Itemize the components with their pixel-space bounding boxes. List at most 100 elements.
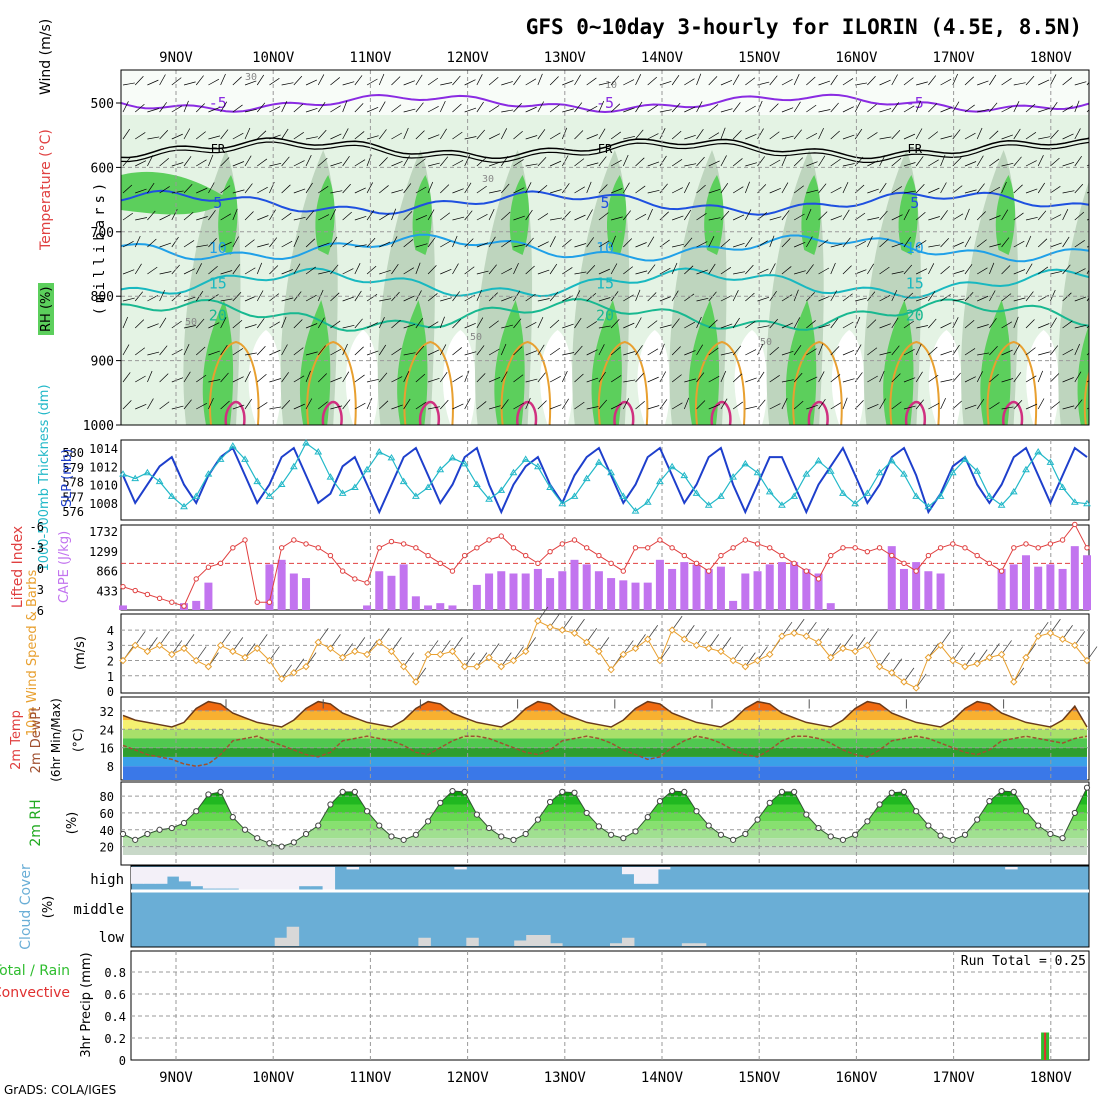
rh2m-point — [681, 788, 688, 795]
wind-barb — [1001, 378, 1014, 383]
wind-barb — [769, 403, 781, 410]
wind-barb — [1062, 209, 1069, 221]
wind-barb — [391, 376, 403, 383]
wind-barb — [464, 136, 477, 140]
wind-barb — [1001, 237, 1010, 248]
wind-barb — [830, 374, 841, 383]
wind-barb — [171, 320, 182, 329]
thickness-point — [802, 470, 811, 477]
wind-barb — [379, 213, 390, 221]
wind-barb — [1038, 136, 1051, 140]
wind-barb — [1062, 264, 1071, 275]
wind-barb — [696, 184, 706, 194]
wind10m-barb — [903, 667, 915, 683]
wind-barb — [598, 240, 610, 248]
wind-barb — [1074, 81, 1087, 86]
rh2m-point — [986, 798, 993, 805]
wind-barb — [854, 316, 861, 329]
wind-barb — [183, 399, 192, 410]
wind-barb — [879, 238, 889, 248]
wind-barb — [964, 208, 970, 221]
wind-barb — [952, 270, 965, 275]
wind-barb — [842, 293, 853, 302]
wind-barb — [635, 129, 644, 140]
wind10m-point — [314, 638, 322, 646]
cloud-high-bar — [633, 867, 647, 884]
cape-bar — [387, 575, 396, 610]
wind-barb — [720, 295, 732, 302]
lifted-index-point — [1059, 537, 1066, 543]
wind-barb — [354, 187, 366, 194]
lifted-index-point — [364, 580, 370, 586]
wind-barb — [586, 105, 598, 113]
wind-barb — [793, 372, 803, 383]
wind-barb — [842, 265, 852, 275]
wind-barb — [525, 182, 532, 194]
wind-barb — [830, 402, 842, 410]
wind10m-point — [204, 662, 213, 671]
lifted-index-point — [559, 541, 565, 547]
wind-barb — [964, 320, 975, 329]
wind-barb — [440, 268, 452, 275]
thickness-point — [851, 499, 860, 507]
wind-barb — [708, 263, 716, 275]
cape-bar — [582, 564, 591, 610]
date-label-bottom: 14NOV — [641, 1070, 684, 1086]
wind-barb — [647, 376, 659, 383]
wind-barb — [354, 75, 363, 86]
wind-barb — [366, 237, 376, 248]
rh2m-point — [913, 808, 920, 815]
wind10m-barb — [415, 667, 427, 683]
cloud-high-bar — [657, 867, 671, 870]
rh2m-point — [412, 831, 419, 838]
wind-barb — [269, 321, 280, 329]
warm-core-contour — [1002, 400, 1024, 425]
wind-barb — [476, 74, 483, 86]
wind-barb — [793, 129, 802, 140]
wind-barb — [598, 399, 608, 410]
rh2m-point — [583, 809, 590, 817]
wind-barb — [305, 323, 318, 329]
wind10m-point — [778, 632, 786, 640]
wind-barb — [891, 102, 900, 113]
wind-barb — [854, 128, 863, 140]
wind-barb — [220, 213, 232, 221]
wind10m-point — [680, 635, 689, 643]
wind-barb — [1050, 345, 1059, 356]
warm-contour — [306, 340, 357, 425]
wind-barb — [757, 296, 770, 302]
wind-barb — [708, 132, 720, 140]
wind-barb — [317, 317, 325, 329]
wind-barb — [1050, 129, 1059, 140]
lifted-index-point — [840, 545, 846, 551]
wind-barb — [854, 241, 866, 248]
thickness-point — [253, 477, 262, 485]
wind-barb — [183, 183, 193, 194]
cape-bar — [619, 580, 628, 610]
wind-barb — [171, 236, 179, 248]
wind10m-point — [900, 678, 908, 686]
wind-barb — [330, 105, 341, 113]
wind-barb — [1050, 185, 1061, 194]
wind-barb — [452, 75, 461, 86]
wind-barb — [525, 209, 533, 221]
wind-barb — [806, 208, 812, 221]
thickness-point — [790, 492, 799, 499]
wind-barb — [281, 156, 290, 167]
wind-barb — [964, 76, 974, 86]
wind-barb — [976, 398, 985, 410]
wind-barb — [647, 161, 660, 167]
ylabel-cloud: Cloud Cover — [18, 864, 34, 950]
wind-barb — [745, 320, 756, 329]
wind-barb — [879, 351, 892, 356]
rh2m-point — [961, 831, 969, 838]
wind-barb — [842, 321, 854, 329]
rh2m-point — [864, 818, 871, 825]
lifted-index-point — [730, 545, 736, 551]
lifted-index-point — [535, 560, 541, 567]
wind10m-barb — [464, 652, 475, 667]
wind-barb — [330, 348, 342, 356]
rh2m-series — [119, 784, 1091, 850]
rh2m-point — [363, 808, 371, 815]
ylabel-wind: Wind (m/s) — [38, 19, 54, 95]
